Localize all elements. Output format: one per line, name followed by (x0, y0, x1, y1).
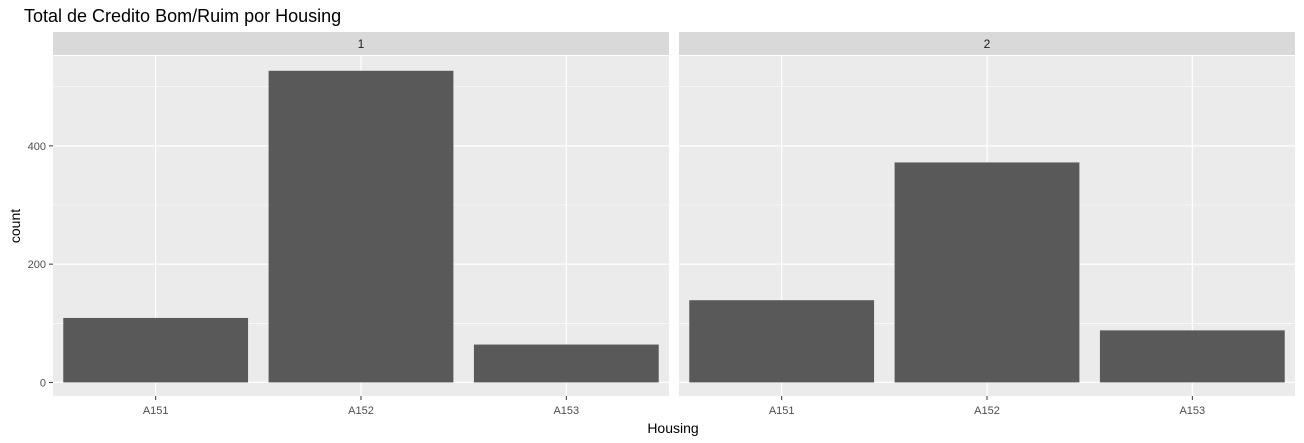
x-axis-title: Housing (647, 420, 698, 436)
x-tick-label: A151 (143, 405, 169, 417)
x-tick-label: A152 (974, 405, 1000, 417)
facet-panel-1: 1 A151 A152 A153 (53, 32, 669, 417)
facet-strip (53, 32, 669, 55)
bar-1-a153 (473, 344, 659, 383)
chart-title: Total de Credito Bom/Ruim por Housing (24, 6, 341, 26)
bar-1-a152 (268, 70, 454, 383)
bar-1-a151 (63, 317, 249, 383)
y-tick-label: 0 (40, 377, 46, 389)
x-tick-label: A153 (553, 405, 579, 417)
x-tick-label: A153 (1179, 405, 1205, 417)
x-tick-label: A151 (769, 405, 795, 417)
facet-strip-label: 2 (984, 37, 991, 51)
facet-panels: 1 A151 A152 A153 2 A151 A152 A153 0 200 400 (28, 32, 1295, 417)
y-tick-label: 400 (28, 141, 46, 153)
bar-2-a151 (689, 300, 875, 383)
facet-strip (679, 32, 1295, 55)
bar-2-a152 (894, 162, 1080, 383)
y-axis: 0 200 400 (28, 141, 53, 389)
y-tick-label: 200 (28, 259, 46, 271)
facet-strip-label: 1 (358, 37, 365, 51)
y-axis-title: count (7, 209, 23, 243)
facet-panel-2: 2 A151 A152 A153 (679, 32, 1295, 417)
x-tick-label: A152 (348, 405, 374, 417)
bar-2-a153 (1099, 330, 1285, 383)
